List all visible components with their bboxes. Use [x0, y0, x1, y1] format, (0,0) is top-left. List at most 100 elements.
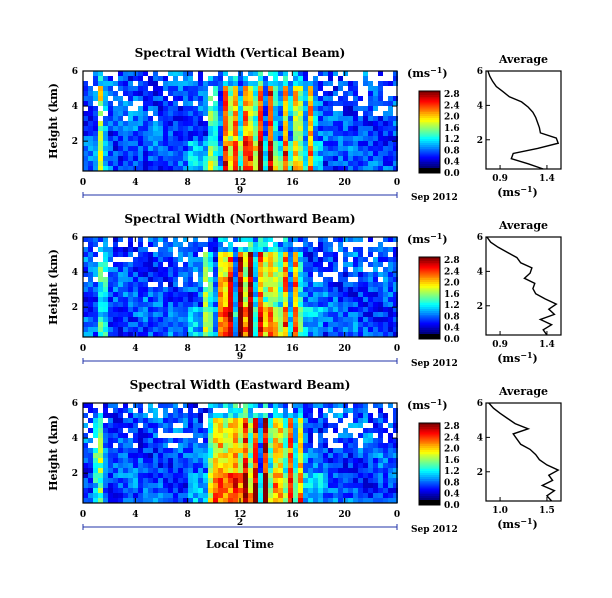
colorbar-tick-label: 1.2 [444, 467, 460, 477]
average-title: Average [498, 385, 548, 398]
colorbar-tick-label: 0.8 [444, 312, 460, 322]
colorbar-tick-label: 1.2 [444, 135, 460, 145]
average-x-tick-label: 0.9 [492, 340, 508, 350]
average-x-tick-label: 1.5 [539, 506, 555, 516]
colorbar-tick-label: 0.0 [444, 169, 460, 179]
colorbar-tick-label: 2.0 [444, 279, 460, 289]
colorbar-tick-label: 2.8 [444, 90, 460, 100]
colorbar-tick-label: 0.4 [444, 158, 460, 168]
average-profile-line [487, 70, 560, 170]
panel-title: Spectral Width (Vertical Beam) [135, 46, 346, 60]
colorbar-zero-band [419, 500, 440, 505]
y-tick-label: 2 [72, 303, 78, 313]
average-y-tick-label: 4 [477, 101, 483, 111]
panel-1: Spectral Width (Vertical Beam) Height (km… [47, 46, 562, 203]
colorbar [419, 423, 440, 501]
average-y-tick-label: 6 [477, 233, 483, 243]
day-label: 9 [237, 352, 243, 362]
x-tick-label: 12 [234, 344, 247, 354]
colorbar-tick-label: 0.4 [444, 490, 460, 500]
y-axis-label: Height (km) [47, 249, 60, 325]
x-tick-label: 20 [338, 510, 351, 520]
x-tick-label: 0 [394, 344, 400, 354]
colorbar-tick-label: 2.8 [444, 256, 460, 266]
average-x-tick-label: 1.4 [539, 174, 555, 184]
average-title: Average [498, 219, 548, 232]
colorbar-tick-label: 2.4 [444, 101, 460, 111]
x-tick-label: 0 [80, 178, 86, 188]
x-tick-label: 20 [338, 178, 351, 188]
average-x-tick-label: 1.4 [539, 340, 555, 350]
colorbar-tick-label: 0.0 [444, 501, 460, 511]
colorbar-tick-label: 2.8 [444, 422, 460, 432]
day-label: 2 [237, 518, 243, 528]
colorbar-tick-label: 2.0 [444, 113, 460, 123]
average-frame [485, 236, 562, 336]
average-x-label: (ms−1) [497, 350, 538, 365]
colorbar-frame [418, 422, 441, 506]
x-tick-label: 4 [132, 510, 138, 520]
x-tick-label: 0 [394, 178, 400, 188]
average-y-tick-label: 2 [477, 136, 483, 146]
heatmap-cells [83, 71, 398, 171]
x-tick-label: 0 [394, 510, 400, 520]
x-tick-label: 16 [286, 510, 299, 520]
y-tick-label: 2 [72, 469, 78, 479]
x-tick-label: 12 [234, 510, 247, 520]
y-tick-label: 2 [72, 137, 78, 147]
colorbar-tick-label: 1.6 [444, 290, 460, 300]
colorbar-tick-label: 0.8 [444, 146, 460, 156]
x-tick-label: 16 [286, 344, 299, 354]
x-tick-label: 12 [234, 178, 247, 188]
y-tick-label: 4 [72, 268, 78, 278]
colorbar-frame [418, 256, 441, 340]
x-tick-label: 0 [80, 510, 86, 520]
heatmap-cells [83, 403, 398, 503]
x-tick-label: 8 [185, 344, 191, 354]
date-label: Sep 2012 [411, 359, 458, 369]
average-x-tick-label: 1.0 [492, 506, 508, 516]
average-x-tick-label: 0.9 [492, 174, 508, 184]
x-tick-label: 16 [286, 178, 299, 188]
y-tick-label: 6 [72, 67, 78, 77]
colorbar-tick-label: 1.2 [444, 301, 460, 311]
y-tick-label: 4 [72, 434, 78, 444]
average-x-label: (ms−1) [497, 184, 538, 199]
colorbar-tick-label: 2.0 [444, 445, 460, 455]
average-x-label: (ms−1) [497, 516, 538, 531]
colorbar [419, 91, 440, 169]
average-title: Average [498, 53, 548, 66]
average-frame [485, 70, 562, 170]
x-tick-label: 8 [185, 510, 191, 520]
y-axis-label: Height (km) [47, 83, 60, 159]
colorbar-tick-label: 1.6 [444, 124, 460, 134]
panel-title: Spectral Width (Eastward Beam) [130, 378, 351, 392]
date-label: Sep 2012 [411, 525, 458, 535]
colorbar-unit: (ms−1) [407, 397, 448, 412]
average-profile-line [488, 402, 560, 502]
y-tick-label: 4 [72, 102, 78, 112]
colorbar-tick-label: 0.8 [444, 478, 460, 488]
x-tick-label: 0 [80, 344, 86, 354]
average-y-tick-label: 6 [477, 399, 483, 409]
colorbar-tick-label: 2.4 [444, 433, 460, 443]
panel-2: Spectral Width (Northward Beam) Height (k… [47, 212, 562, 369]
average-frame [485, 402, 562, 502]
x-tick-label: 4 [132, 178, 138, 188]
x-tick-label: 20 [338, 344, 351, 354]
x-axis-label: Local Time [206, 538, 274, 551]
average-y-tick-label: 4 [477, 433, 483, 443]
colorbar [419, 257, 440, 335]
x-tick-label: 4 [132, 344, 138, 354]
x-tick-label: 8 [185, 178, 191, 188]
average-y-tick-label: 2 [477, 302, 483, 312]
average-profile-line [486, 236, 558, 336]
y-tick-label: 6 [72, 399, 78, 409]
colorbar-zero-band [419, 168, 440, 173]
average-y-tick-label: 2 [477, 468, 483, 478]
date-label: Sep 2012 [411, 193, 458, 203]
average-y-tick-label: 6 [477, 67, 483, 77]
panel-3: Spectral Width (Eastward Beam) Height (km… [47, 378, 562, 535]
colorbar-frame [418, 90, 441, 174]
colorbar-tick-label: 0.4 [444, 324, 460, 334]
